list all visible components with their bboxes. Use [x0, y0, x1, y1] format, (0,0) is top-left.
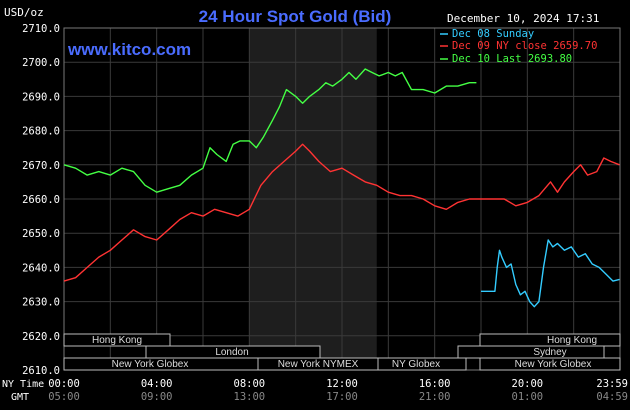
- x-tick-label-ny: 12:00: [326, 378, 358, 390]
- session-ny-globex-right-label: New York Globex: [515, 359, 592, 370]
- session-ny-globex-mid: [377, 357, 467, 371]
- x-tick-label-ny: 00:00: [48, 378, 80, 390]
- x-tick-label-gmt: 05:00: [48, 391, 80, 403]
- session-hong-kong-left-label: Hong Kong: [92, 335, 142, 346]
- y-tick-label: 2620.0: [22, 331, 60, 343]
- market-sessions: Hong Kong Hong Kong London Sydney New Yo…: [63, 333, 621, 371]
- y-axis-unit: USD/oz: [4, 6, 44, 19]
- legend-label-dec09: Dec 09 NY close 2659.70: [452, 40, 597, 52]
- session-sydney: [457, 345, 605, 359]
- session-ny-nymex-label: New York NYMEX: [278, 359, 359, 370]
- series-line-0: [481, 239, 620, 308]
- x-tick-label-ny: 08:00: [234, 378, 266, 390]
- session-ny-globex-right: [479, 357, 621, 371]
- y-tick-label: 2680.0: [22, 126, 60, 138]
- series-line-1: [63, 143, 620, 282]
- series-line-2: [63, 68, 477, 193]
- y-tick-label: 2610.0: [22, 365, 60, 377]
- session-ny-globex-mid-label: NY Globex: [392, 359, 440, 370]
- x-tick-label-gmt: 04:59: [596, 391, 628, 403]
- x-tick-label-ny: 20:00: [512, 378, 544, 390]
- ny-time-label: NY Time: [2, 379, 44, 390]
- y-tick-label: 2630.0: [22, 297, 60, 309]
- x-tick-label-gmt: 01:00: [512, 391, 544, 403]
- y-tick-label: 2660.0: [22, 194, 60, 206]
- x-tick-label-gmt: 13:00: [234, 391, 266, 403]
- x-tick-label-gmt: 21:00: [419, 391, 451, 403]
- session-ny-globex-left-label: New York Globex: [112, 359, 189, 370]
- x-tick-label-gmt: 17:00: [326, 391, 358, 403]
- brand-url: www.kitco.com: [67, 40, 191, 59]
- legend-label-dec08: Dec 08 Sunday: [452, 28, 534, 40]
- chart-title: 24 Hour Spot Gold (Bid): [199, 7, 392, 26]
- y-tick-label: 2700.0: [22, 57, 60, 69]
- series-lines: [63, 68, 620, 308]
- y-tick-label: 2640.0: [22, 262, 60, 274]
- gmt-label: GMT: [11, 392, 29, 403]
- session-sydney-label: Sydney: [533, 347, 566, 358]
- x-tick-label-ny: 04:00: [141, 378, 173, 390]
- session-hong-kong-left: [63, 333, 171, 347]
- y-tick-label: 2710.0: [22, 23, 60, 35]
- y-axis-labels: 2610.0 2620.0 2630.0 2640.0 2650.0 2660.0 2670…: [22, 23, 60, 377]
- y-tick-label: 2650.0: [22, 228, 60, 240]
- y-tick-label: 2690.0: [22, 91, 60, 103]
- x-tick-label-ny: 23:59: [596, 378, 628, 390]
- legend: Dec 08 Sunday Dec 09 NY close 2659.70 De…: [440, 28, 597, 65]
- y-tick-label: 2670.0: [22, 160, 60, 172]
- session-hong-kong-right-label: Hong Kong: [547, 335, 597, 346]
- x-tick-label-ny: 16:00: [419, 378, 451, 390]
- legend-label-dec10: Dec 10 Last 2693.80: [452, 53, 572, 65]
- x-tick-label-gmt: 09:00: [141, 391, 173, 403]
- timestamp: December 10, 2024 17:31: [447, 12, 599, 25]
- session-london-label: London: [215, 347, 248, 358]
